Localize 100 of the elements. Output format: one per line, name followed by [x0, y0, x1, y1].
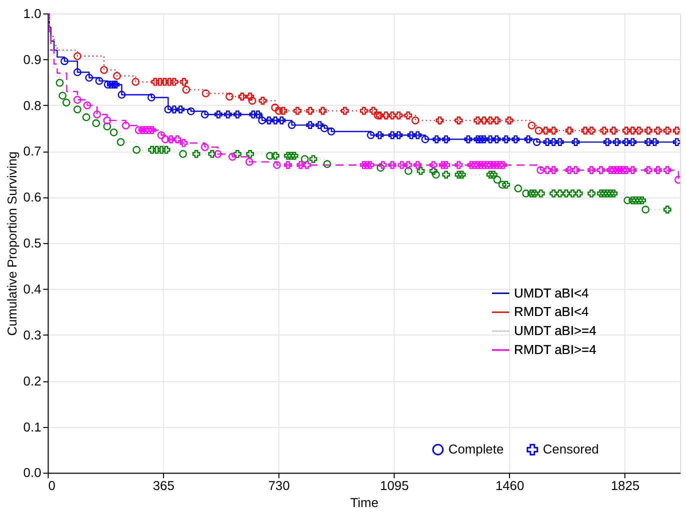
point: [290, 152, 298, 160]
point: [492, 161, 501, 169]
point: [74, 52, 82, 60]
point: [266, 152, 274, 160]
point: [378, 161, 387, 169]
point: [148, 146, 156, 154]
point: [179, 150, 187, 158]
point: [562, 190, 570, 198]
point: [258, 96, 267, 105]
point: [394, 111, 403, 120]
y-tick-label: 0.9: [23, 52, 42, 67]
point: [404, 161, 412, 169]
point: [82, 113, 90, 122]
point: [246, 92, 254, 100]
point: [512, 135, 520, 144]
point: [176, 105, 184, 114]
point: [436, 116, 444, 124]
point: [279, 106, 288, 115]
point: [113, 72, 121, 80]
point: [340, 106, 349, 115]
point: [148, 126, 156, 134]
point: [597, 166, 605, 174]
point: [476, 161, 485, 169]
legend-label: UMDT aBI<4: [514, 285, 589, 300]
point: [600, 126, 608, 134]
point: [134, 126, 143, 134]
point: [490, 170, 498, 179]
point: [382, 111, 390, 120]
point: [376, 164, 385, 172]
point: [550, 138, 558, 146]
point: [238, 92, 246, 100]
point: [158, 146, 166, 154]
point: [474, 116, 482, 124]
point: [644, 138, 652, 146]
point: [572, 166, 580, 174]
point: [122, 122, 130, 130]
point: [388, 111, 396, 120]
point: [522, 190, 530, 198]
point: [492, 116, 501, 124]
point: [474, 135, 482, 144]
point: [288, 121, 296, 129]
y-tick-label: 0.6: [23, 190, 42, 205]
point: [363, 161, 371, 169]
point: [421, 135, 430, 144]
point: [480, 116, 488, 124]
point: [192, 150, 200, 158]
point: [565, 166, 574, 174]
point: [454, 116, 463, 124]
point: [493, 176, 502, 184]
point: [432, 170, 440, 179]
x-tick-label: 730: [268, 478, 290, 494]
point: [258, 116, 266, 124]
point: [224, 110, 232, 118]
point: [476, 135, 485, 144]
point: [316, 121, 324, 129]
point: [606, 190, 614, 198]
point: [642, 206, 650, 214]
x-tick-label: 365: [152, 478, 174, 494]
point: [228, 152, 236, 161]
point: [147, 94, 156, 102]
point: [138, 126, 147, 134]
point: [92, 119, 100, 128]
point: [167, 135, 175, 144]
point: [606, 166, 614, 174]
y-tick-label: 0.8: [23, 98, 42, 113]
point: [534, 126, 543, 134]
point: [528, 190, 536, 198]
point: [480, 135, 488, 144]
point: [249, 110, 258, 118]
point: [404, 111, 412, 120]
point: [622, 126, 630, 134]
y-tick-label: 0.2: [23, 373, 42, 388]
point: [532, 138, 541, 146]
point: [323, 160, 332, 168]
point: [474, 161, 482, 169]
point: [132, 78, 140, 86]
point: [187, 107, 195, 116]
x-tick-label: 1825: [610, 478, 640, 494]
point: [610, 166, 618, 174]
point: [581, 126, 590, 134]
legend-label: RMDT aBI>=4: [514, 342, 596, 357]
y-tick-label: 1.0: [23, 6, 42, 21]
point: [536, 190, 545, 198]
point: [588, 166, 596, 174]
y-tick-label: 0.1: [23, 419, 42, 434]
point: [542, 126, 550, 134]
point: [366, 161, 374, 169]
point: [161, 135, 170, 144]
point: [432, 135, 441, 144]
point: [248, 96, 256, 105]
point: [556, 138, 564, 146]
point: [622, 166, 630, 174]
point: [430, 161, 438, 169]
point: [543, 166, 552, 174]
point: [638, 196, 646, 204]
point: [360, 106, 368, 115]
point: [650, 138, 659, 146]
point: [107, 80, 115, 89]
point: [278, 116, 286, 124]
point: [287, 152, 296, 160]
